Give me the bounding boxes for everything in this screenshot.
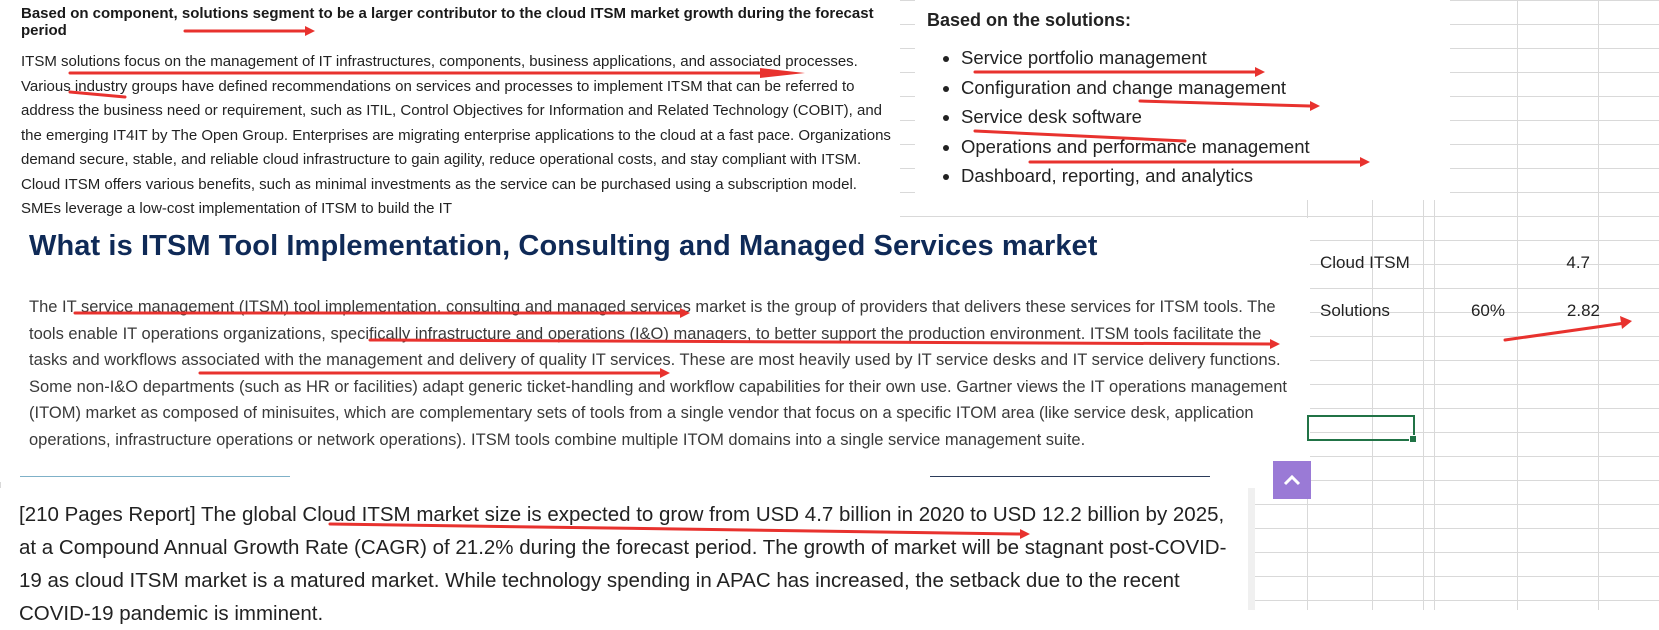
grid-column-line — [1598, 0, 1599, 610]
fill-handle[interactable] — [1409, 435, 1417, 443]
scrollbar[interactable] — [1248, 488, 1255, 610]
list-item: Dashboard, reporting, and analytics — [961, 161, 1310, 191]
report-summary-body: [210 Pages Report] The global Cloud ITSM… — [19, 503, 1227, 625]
solutions-list: Service portfolio management Configurati… — [935, 43, 1310, 191]
chevron-up-icon — [1283, 474, 1301, 486]
solutions-title: Based on the solutions: — [927, 10, 1132, 30]
what-is-snippet: What is ITSM Tool Implementation, Consul… — [0, 218, 1310, 482]
selected-cell[interactable] — [1307, 415, 1417, 443]
grid-column-line — [1372, 0, 1373, 610]
list-item: Configuration and change management — [961, 73, 1310, 103]
grid-column-line — [1423, 0, 1424, 610]
list-item: Operations and performance management — [961, 132, 1310, 162]
cell-value-cloud-itsm[interactable]: 4.7 — [1566, 253, 1590, 272]
excerpt-heading: Based on component, solutions segment to… — [21, 5, 874, 39]
what-is-body: The IT service management (ITSM) tool im… — [29, 298, 1287, 449]
cell-share-solutions[interactable]: 60% — [1470, 301, 1505, 320]
divider — [930, 476, 1210, 477]
grid-column-line — [1434, 0, 1435, 610]
report-summary-snippet: [210 Pages Report] The global Cloud ITSM… — [0, 488, 1255, 625]
divider — [20, 476, 290, 477]
list-item: Service portfolio management — [961, 43, 1310, 73]
cell-value-solutions[interactable]: 2.82 — [1566, 301, 1600, 320]
list-item: Service desk software — [961, 102, 1310, 132]
excerpt-body: ITSM solutions focus on the management o… — [21, 53, 891, 217]
solutions-list-snippet: Based on the solutions: Service portfoli… — [915, 0, 1450, 200]
grid-column-line — [1517, 0, 1518, 610]
cell-label-solutions[interactable]: Solutions — [1320, 301, 1390, 320]
report-excerpt-snippet: Based on component, solutions segment to… — [0, 0, 900, 218]
cell-label-cloud-itsm[interactable]: Cloud ITSM — [1320, 253, 1410, 272]
scroll-top-button[interactable] — [1273, 461, 1311, 499]
what-is-heading: What is ITSM Tool Implementation, Consul… — [29, 230, 1098, 262]
